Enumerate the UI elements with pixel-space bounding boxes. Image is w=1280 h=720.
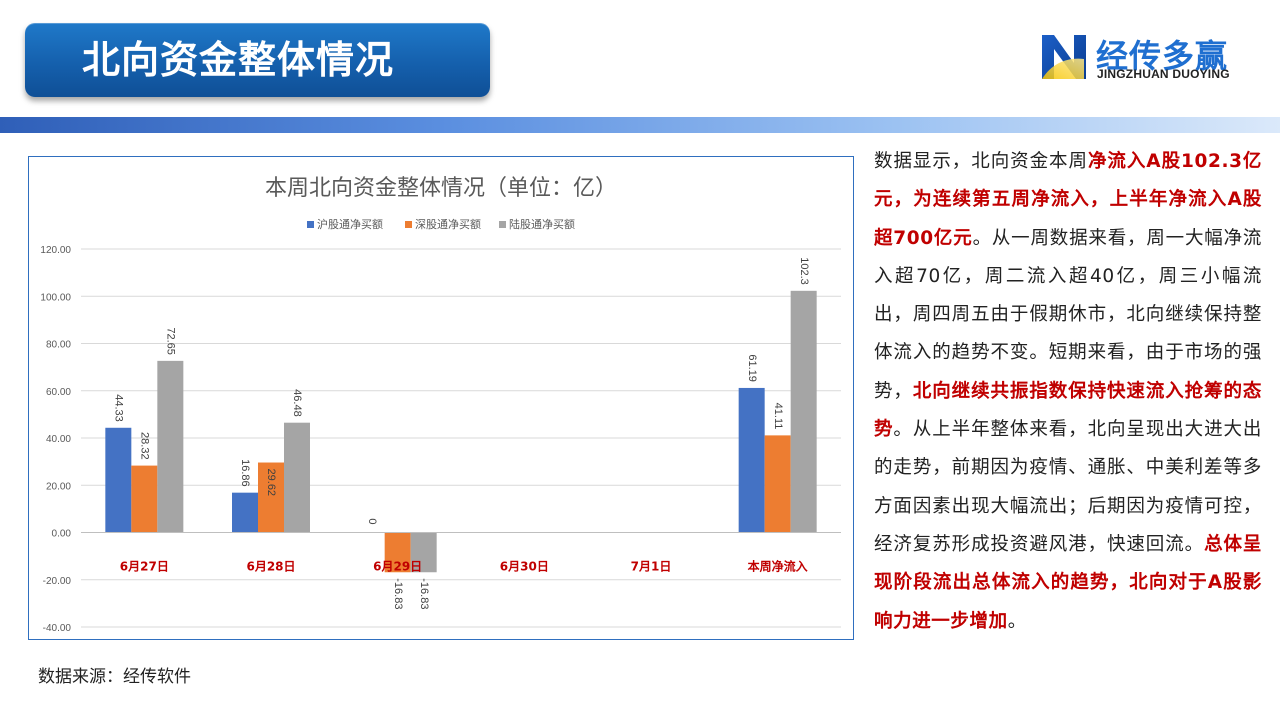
y-tick-label: 80.00 <box>46 340 71 351</box>
bar <box>764 435 791 533</box>
data-label: 102.3 <box>798 257 810 285</box>
bar <box>232 492 258 533</box>
y-tick-label: 20.00 <box>46 481 71 492</box>
logo-chinese-name: 经传多赢 <box>1096 37 1229 75</box>
chart-container: 本周北向资金整体情况（单位：亿） 沪股通净买额 深股通净买额 陆股通净买额 120.00… <box>28 156 854 640</box>
title-banner: 北向资金整体情况 <box>25 23 490 97</box>
y-tick-label: 100.00 <box>40 292 71 303</box>
legend-swatch <box>405 221 412 228</box>
data-label: 72.65 <box>164 327 176 355</box>
x-category-label: 6月28日 <box>246 560 295 574</box>
legend-swatch <box>499 221 506 228</box>
legend-swatch <box>307 221 314 228</box>
x-category-label: 7月1日 <box>631 560 672 574</box>
bar <box>384 532 411 573</box>
commentary-highlight: 净流入A股102.3亿元，为连续第五周净流入，上半年净流入A股超700亿元 <box>874 151 1262 249</box>
logo-english-name: JINGZHUAN DUOYING <box>1097 67 1230 81</box>
bar <box>131 465 158 533</box>
commentary-segment: 数据显示，北向资金本周 <box>874 151 1088 172</box>
chart-title: 本周北向资金整体情况（单位：亿） <box>265 176 617 201</box>
data-label: 46.48 <box>291 389 303 417</box>
data-label: -16.83 <box>418 578 430 609</box>
legend-label: 陆股通净买额 <box>509 217 575 231</box>
bar <box>258 462 284 533</box>
y-tick-label: -20.00 <box>43 576 72 587</box>
x-category-label: 6月27日 <box>120 560 169 574</box>
bar <box>157 360 184 533</box>
data-label: 16.86 <box>239 459 251 487</box>
y-tick-label: 120.00 <box>40 245 71 256</box>
x-category-label: 6月29日 <box>373 560 422 574</box>
commentary-segment: 。 <box>1007 610 1027 632</box>
y-tick-label: 40.00 <box>46 434 71 445</box>
data-label: 61.19 <box>746 354 758 382</box>
data-source-note: 数据来源：经传软件 <box>38 667 191 687</box>
header-divider <box>0 117 1280 133</box>
data-label: 0 <box>366 518 378 524</box>
bar <box>790 290 817 533</box>
commentary-text: 数据显示，北向资金本周净流入A股102.3亿元，为连续第五周净流入，上半年净流入… <box>874 143 1262 641</box>
data-label: 28.32 <box>138 432 150 460</box>
y-tick-label: -40.00 <box>43 623 72 634</box>
bar <box>284 422 310 533</box>
page-title: 北向资金整体情况 <box>82 38 395 82</box>
commentary-segment: 。从一周数据来看，周一大幅净流入超70亿，周二流入超40亿，周三小幅流出，周四周… <box>874 227 1262 402</box>
bar <box>738 387 765 533</box>
bar-chart: 本周北向资金整体情况（单位：亿） 沪股通净买额 深股通净买额 陆股通净买额 120.00… <box>40 176 841 634</box>
legend-label: 深股通净买额 <box>415 217 481 231</box>
y-tick-label: 60.00 <box>46 387 71 398</box>
data-label: 41.11 <box>772 403 784 430</box>
commentary-highlight: 北向继续共振指数保持快速流入抢筹的态势 <box>874 380 1262 441</box>
bar <box>410 532 437 573</box>
data-label: -16.83 <box>392 578 404 609</box>
legend-label: 沪股通净买额 <box>317 217 383 231</box>
x-category-label: 本周净流入 <box>748 559 808 574</box>
logo-mark-icon <box>1042 35 1086 79</box>
data-label: 44.33 <box>112 394 124 422</box>
commentary-segment: 。从上半年整体来看，北向呈现出大进大出的走势，前期因为疫情、通胀、中美利差等多方… <box>874 419 1262 555</box>
y-tick-label: 0.00 <box>52 529 72 540</box>
bar <box>105 427 132 533</box>
commentary-highlight: 总体呈现阶段流出总体流入的趋势，北向对于A股影响力进一步增加 <box>874 533 1262 632</box>
data-label: 29.62 <box>265 469 277 497</box>
brand-logo: 经传多赢 JINGZHUAN DUOYING <box>1040 33 1260 83</box>
x-category-label: 6月30日 <box>500 560 549 574</box>
